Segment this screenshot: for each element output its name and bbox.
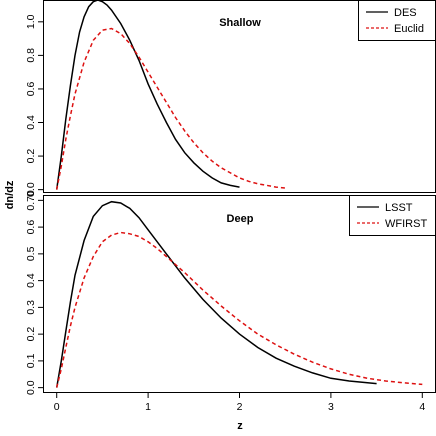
series-line-lsst: [55, 200, 377, 388]
y-tick-label: 0.0: [25, 182, 37, 197]
panel-title: Deep: [227, 213, 254, 225]
y-tick-label: 0.8: [25, 48, 37, 63]
y-tick-label: 0.3: [25, 300, 37, 315]
x-tick-label: 2: [237, 401, 243, 413]
panel-title: Shallow: [219, 17, 261, 29]
legend-label-euclid: Euclid: [394, 23, 424, 35]
deep-panel: 0.0 0.1 0.2 0.3 0.4 0.5 0.6 0.70 0 1 2 3 4 Deep LSST WF…: [25, 190, 436, 413]
y-tick-label: 1.0: [25, 14, 37, 29]
legend-label-lsst: LSST: [385, 202, 413, 214]
legend-label-wfirst: WFIRST: [385, 218, 427, 230]
y-tick-label: 0.0: [25, 380, 37, 395]
y-tick-label: 0.2: [25, 149, 37, 164]
x-tick-label: 3: [328, 401, 334, 413]
y-axis-label: dn/dz: [4, 180, 16, 209]
y-tick-label: 0.70: [25, 190, 37, 211]
legend: LSST WFIRST: [349, 195, 436, 236]
y-tick-label: 0.1: [25, 353, 37, 368]
x-tick-label: 0: [54, 401, 60, 413]
y-tick-label: 0.6: [25, 220, 37, 235]
y-tick-label: 0.4: [25, 115, 37, 130]
y-tick-label: 0.6: [25, 81, 37, 96]
legend: DES Euclid: [358, 0, 436, 41]
y-tick-label: 0.5: [25, 246, 37, 261]
shallow-panel: 0.0 0.2 0.4 0.6 0.8 1.0 Shallow DES Euclid: [25, 0, 436, 197]
series-line-des: [55, 0, 240, 190]
legend-label-des: DES: [394, 7, 417, 19]
x-axis-label: z: [237, 420, 243, 432]
x-tick-label: 1: [145, 401, 151, 413]
x-tick-label: 4: [419, 401, 425, 413]
series-line-euclid: [55, 27, 286, 190]
y-tick-label: 0.4: [25, 273, 37, 288]
y-tick-label: 0.2: [25, 327, 37, 342]
series-line-wfirst: [55, 231, 423, 388]
